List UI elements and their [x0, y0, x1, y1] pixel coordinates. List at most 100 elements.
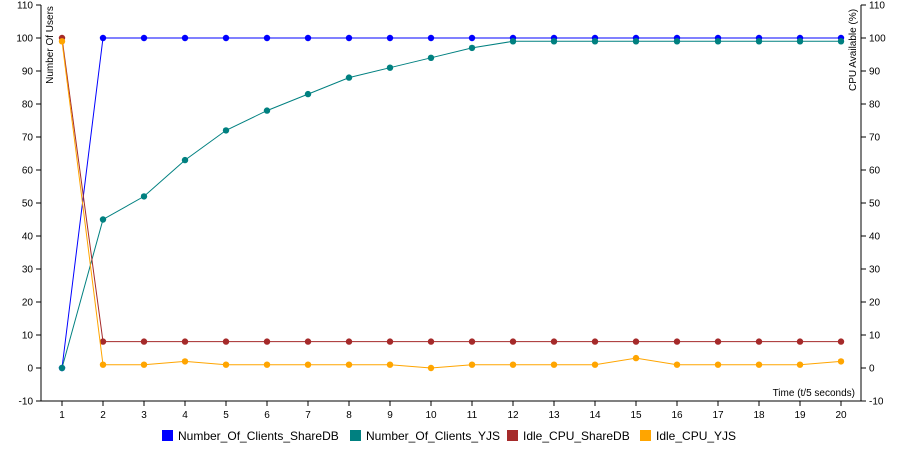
data-point	[386, 34, 394, 42]
data-point	[99, 338, 107, 345]
data-point	[386, 64, 394, 71]
data-point	[140, 34, 148, 42]
data-point	[591, 361, 599, 368]
data-point	[140, 193, 148, 200]
x-tick-label: 20	[835, 410, 847, 421]
data-point	[263, 361, 271, 368]
x-tick-label: 11	[467, 410, 478, 421]
x-tick-label: 18	[753, 410, 765, 421]
legend-item: Idle_CPU_ShareDB	[507, 429, 630, 443]
y-left-tick-label: 100	[16, 34, 33, 45]
y-right-tick-label: 90	[869, 67, 881, 78]
legend-swatch	[507, 430, 518, 441]
data-point	[99, 361, 107, 368]
x-tick-label: 8	[346, 410, 352, 421]
y-left-tick-label: 30	[22, 265, 34, 276]
data-point	[140, 361, 148, 368]
data-point	[796, 38, 804, 45]
y-right-tick-label: 80	[869, 100, 881, 111]
x-tick-label: 4	[182, 410, 188, 421]
data-point	[755, 361, 763, 368]
legend-label: Number_Of_Clients_YJS	[366, 429, 500, 443]
x-tick-label: 14	[589, 410, 601, 421]
data-point	[509, 38, 517, 45]
data-point	[386, 338, 394, 345]
data-point	[673, 338, 681, 345]
y-left-tick-label: 50	[22, 199, 34, 210]
y-right-tick-label: 20	[869, 298, 881, 309]
series-group	[58, 34, 845, 372]
series-line	[61, 41, 842, 369]
y-right-tick-label: 70	[869, 133, 881, 144]
data-point	[263, 338, 271, 345]
data-point	[591, 38, 599, 45]
data-point	[673, 38, 681, 45]
data-point	[550, 338, 558, 345]
data-point	[632, 354, 640, 362]
data-point	[181, 358, 189, 365]
data-point	[550, 38, 558, 45]
legend-item: Number_Of_Clients_YJS	[350, 429, 500, 443]
series-line	[61, 37, 841, 343]
data-point	[304, 34, 312, 42]
y-left-tick-label: 90	[22, 67, 34, 78]
x-tick-label: 19	[794, 410, 806, 421]
data-point	[304, 90, 312, 98]
data-point	[222, 127, 230, 134]
data-point	[427, 338, 435, 345]
data-point	[304, 338, 312, 345]
data-point	[755, 338, 763, 345]
x-tick-label: 1	[59, 410, 65, 421]
y-right-tick-label: 110	[869, 1, 885, 12]
data-point	[58, 38, 66, 45]
x-tick-label: 9	[387, 410, 393, 421]
data-point	[509, 338, 517, 345]
y-left-tick-label: 60	[22, 166, 34, 177]
y-left-tick-label: 10	[22, 331, 34, 342]
x-tick-label: 6	[264, 410, 270, 421]
data-point	[714, 361, 722, 368]
x-tick-label: 17	[712, 410, 724, 421]
data-point	[468, 361, 476, 368]
x-tick-label: 12	[507, 410, 519, 421]
data-point	[263, 34, 271, 42]
y-right-tick-label: -10	[869, 397, 884, 408]
y-right-tick-label: 100	[869, 34, 886, 45]
data-point	[386, 361, 394, 368]
series-line	[61, 40, 841, 369]
data-point	[181, 156, 189, 164]
y-left-tick-label: 110	[17, 1, 33, 12]
legend-item: Number_Of_Clients_ShareDB	[162, 429, 339, 443]
y-right-tick-label: 10	[869, 331, 881, 342]
y-right-tick-label: 60	[869, 166, 881, 177]
data-point	[755, 38, 763, 45]
y-left-tick-label: 70	[22, 133, 34, 144]
x-tick-label: 2	[100, 410, 106, 421]
legend-label: Number_Of_Clients_ShareDB	[178, 429, 339, 443]
data-point	[345, 338, 353, 345]
data-point	[99, 216, 107, 223]
data-point	[632, 338, 640, 345]
legend-swatch	[350, 430, 361, 441]
legend: Number_Of_Clients_ShareDB Number_Of_Clien…	[162, 429, 736, 443]
x-tick-label: 13	[548, 410, 560, 421]
data-point	[837, 38, 845, 45]
data-point	[304, 361, 312, 368]
data-point	[222, 338, 230, 345]
x-tick-label: 5	[223, 410, 229, 421]
data-point	[345, 361, 353, 368]
data-point	[550, 361, 558, 368]
y-right-tick-label: 0	[869, 364, 875, 375]
y-left-tick-label: -10	[19, 397, 34, 408]
legend-swatch	[640, 430, 651, 441]
data-point	[222, 34, 230, 42]
data-point	[140, 338, 148, 345]
x-tick-label: 16	[671, 410, 683, 421]
data-point	[222, 361, 230, 368]
axes: -10 -10 0 0 10 10 20 20 30 30 40 40 50 50 60 60 70 70 80 80…	[16, 1, 886, 422]
series-number-of-clients-yjs	[58, 38, 845, 372]
x-tick-label: 3	[141, 410, 147, 421]
data-point	[591, 338, 599, 345]
legend-item: Idle_CPU_YJS	[640, 429, 736, 443]
